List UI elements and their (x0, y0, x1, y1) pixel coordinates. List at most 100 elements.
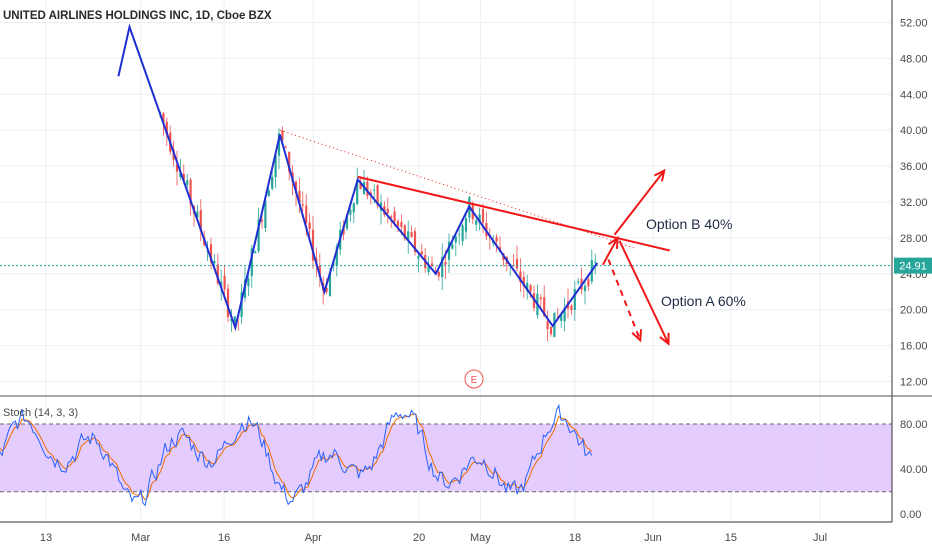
candle-body (393, 211, 396, 222)
candle-body (413, 231, 417, 253)
candle-body (325, 288, 328, 292)
candle-body (430, 263, 434, 266)
candle-body (274, 155, 277, 178)
price-tick-label: 16.00 (900, 341, 928, 353)
candle-body (563, 307, 566, 322)
dashed-projection-arrow-head (631, 329, 643, 343)
candle-body (162, 113, 165, 124)
candle-body (407, 231, 410, 241)
breakout-arrow (601, 237, 619, 266)
candle-body (175, 164, 179, 172)
candle-body (277, 133, 281, 156)
candle-body (318, 265, 321, 277)
price-tick-label: 28.00 (900, 233, 928, 245)
candle-body (573, 289, 576, 310)
candle-body (475, 220, 478, 225)
candle-body (356, 180, 359, 204)
candle-body (396, 220, 400, 227)
candle-body (515, 258, 519, 269)
candle-body (427, 264, 430, 273)
candle-body (257, 219, 260, 251)
candle-body (570, 305, 573, 310)
candle-body (220, 281, 223, 287)
price-tick-label: 36.00 (900, 161, 928, 173)
candle-body (478, 214, 481, 223)
time-tick-label: Mar (131, 532, 150, 544)
breakout-arrow-head (608, 235, 619, 249)
option-a-label: Option A 60% (661, 293, 746, 309)
time-axis[interactable]: 13 Mar 16 Apr 20 May 18 Jun 15 Jul (40, 532, 827, 544)
candle-body (250, 248, 253, 277)
candle-body (420, 251, 423, 255)
candle-body (267, 190, 270, 197)
option-b-arrow-head (653, 168, 666, 182)
candle-body (284, 146, 287, 148)
stoch-tick-label: 80.00 (900, 419, 928, 431)
candle-body (349, 209, 352, 215)
candle-body (519, 271, 522, 283)
time-tick-label: 13 (40, 532, 52, 544)
candle-body (301, 204, 304, 206)
time-tick-label: Apr (305, 532, 322, 544)
option-a-arrow-head (659, 332, 670, 346)
candle-body (549, 326, 553, 335)
candle-body (223, 275, 226, 290)
candle-body (345, 214, 349, 229)
candle-body (199, 210, 202, 232)
candle-body (288, 151, 291, 172)
candle-body (594, 261, 597, 263)
price-axis[interactable]: 52.0048.0044.0040.0036.0032.0028.0024.00… (900, 17, 928, 388)
earnings-marker[interactable] (464, 369, 484, 389)
candle-body (437, 271, 440, 277)
candle-body (546, 321, 549, 330)
candle-body (209, 244, 213, 263)
candle-body (376, 185, 379, 206)
candle-body (226, 288, 230, 318)
dotted-trend-line (279, 129, 637, 250)
candle-body (386, 208, 389, 214)
candle-body (247, 278, 250, 287)
candle-body (410, 232, 413, 237)
price-tick-label: 48.00 (900, 53, 928, 65)
price-tick-label: 12.00 (900, 377, 928, 389)
candle-body (189, 179, 192, 205)
last-price-badge (894, 257, 932, 274)
stoch-tick-label: 0.00 (900, 509, 921, 521)
candle-body (254, 251, 257, 254)
candle-body (311, 229, 315, 261)
candle-body (543, 297, 546, 316)
candle-body (451, 244, 454, 249)
option-b-arrow (613, 169, 666, 236)
option-a-arrow (618, 240, 670, 345)
candle-body (560, 314, 563, 321)
candle-body (271, 176, 274, 189)
time-tick-label: 18 (569, 532, 581, 544)
stoch-d-line (0, 413, 593, 501)
candle-body (182, 173, 185, 181)
stoch-tick-label: 40.00 (900, 464, 928, 476)
candle-body (294, 181, 298, 194)
candle-body (213, 260, 216, 264)
time-tick-label: 15 (725, 532, 737, 544)
last-price-value: 24.91 (899, 261, 927, 273)
candle-body (352, 203, 355, 213)
dashed-projection-arrow (607, 259, 642, 341)
price-tick-label: 52.00 (900, 17, 928, 29)
candle-body (464, 218, 468, 232)
candle-body (335, 246, 338, 266)
stoch-label: Stoch (14, 3, 3) (3, 407, 78, 419)
candle-body (587, 279, 590, 287)
candle-body (577, 281, 580, 283)
candle-body (298, 190, 301, 204)
candle-body (522, 276, 525, 287)
candle-body (454, 236, 457, 243)
candle-body (216, 264, 219, 284)
candle-body (458, 234, 461, 236)
candle-body (308, 222, 311, 229)
candle-body (403, 225, 406, 239)
stoch-axis[interactable]: 80.00 40.00 0.00 (900, 419, 928, 521)
candle-body (305, 205, 308, 224)
time-tick-label: 20 (413, 532, 425, 544)
price-tick-label: 44.00 (900, 89, 928, 101)
